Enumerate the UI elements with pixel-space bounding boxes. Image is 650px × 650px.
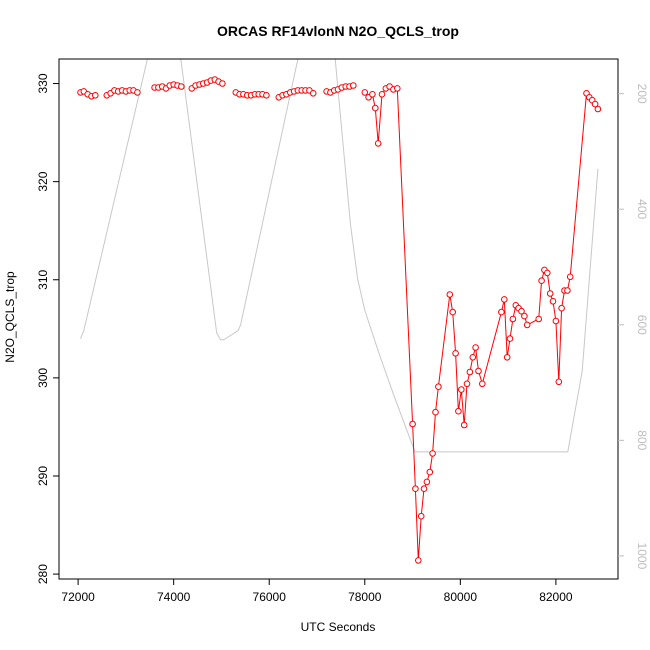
x-tick-label: 72000 — [61, 590, 95, 604]
data-point — [506, 335, 514, 342]
chart-title: ORCAS RF14vlonN N2O_QCLS_trop — [217, 23, 459, 39]
data-point — [591, 100, 599, 108]
data-point — [263, 92, 270, 99]
data-point — [134, 89, 141, 96]
secondary-series-line — [80, 59, 599, 453]
data-point — [429, 450, 436, 457]
data-point — [458, 386, 465, 393]
data-point — [394, 85, 401, 92]
y-tick-label: 280 — [36, 564, 50, 584]
data-point — [475, 367, 482, 375]
data-point — [518, 307, 525, 315]
data-point — [178, 83, 185, 90]
x-axis-label: UTC Seconds — [301, 620, 376, 634]
data-point — [423, 478, 431, 486]
y-tick-label: 310 — [36, 269, 50, 289]
data-point — [594, 105, 602, 113]
data-point — [378, 91, 386, 98]
data-point — [369, 91, 376, 98]
data-point — [466, 368, 474, 376]
data-point — [374, 140, 382, 147]
y-tick-label: 320 — [36, 171, 50, 191]
y-tick-label: 330 — [36, 73, 50, 93]
data-point — [412, 485, 419, 493]
data-point — [309, 90, 317, 97]
data-point — [558, 304, 565, 312]
axes: 72000 74000 76000 78000 80000 82000 280 290 300 3… — [36, 58, 649, 604]
data-point — [460, 421, 468, 429]
data-point — [544, 269, 551, 277]
data-point — [469, 354, 477, 361]
x-tick-label: 76000 — [253, 590, 287, 604]
data-point — [420, 485, 428, 493]
data-point — [372, 104, 379, 112]
plot-area — [77, 59, 602, 564]
data-point — [452, 350, 459, 357]
data-point — [503, 354, 511, 361]
x-tick-label: 78000 — [348, 590, 382, 604]
y2-tick-label: 1000 — [635, 543, 649, 570]
series-line-segment-8 — [364, 85, 599, 561]
data-point — [552, 317, 560, 325]
data-point — [435, 383, 442, 391]
data-point — [555, 378, 563, 386]
data-point — [361, 89, 369, 96]
y2-tick-label: 200 — [635, 84, 649, 104]
data-point — [566, 273, 574, 281]
y2-tick-label: 400 — [635, 199, 649, 219]
data-point — [415, 557, 422, 564]
data-point — [523, 321, 531, 329]
y2-tick-label: 600 — [635, 315, 649, 335]
y-axis-label: N2O_QCLS_trop — [3, 271, 17, 363]
y-tick-label: 290 — [36, 466, 50, 486]
data-point — [546, 290, 554, 297]
data-point — [432, 408, 439, 416]
data-point — [426, 468, 434, 476]
data-point — [455, 407, 462, 415]
data-point — [535, 315, 543, 323]
data-point — [219, 80, 226, 87]
data-point — [538, 277, 545, 285]
data-point — [501, 296, 508, 303]
data-point — [472, 344, 479, 351]
data-point — [498, 308, 505, 316]
data-point — [92, 92, 99, 99]
x-tick-label: 82000 — [539, 590, 573, 604]
data-point — [564, 287, 571, 294]
data-point — [446, 291, 454, 298]
data-point — [449, 308, 457, 316]
y-tick-label: 300 — [36, 368, 50, 388]
data-point — [479, 380, 486, 388]
y2-tick-label: 800 — [635, 430, 649, 450]
plot-frame — [58, 58, 619, 580]
x-tick-label: 74000 — [157, 590, 191, 604]
data-point — [350, 82, 357, 89]
data-point — [463, 380, 471, 388]
data-point — [521, 312, 528, 320]
data-point — [409, 420, 416, 428]
data-point — [509, 315, 517, 323]
data-point — [417, 512, 425, 520]
x-tick-label: 80000 — [444, 590, 478, 604]
data-point — [549, 298, 557, 305]
